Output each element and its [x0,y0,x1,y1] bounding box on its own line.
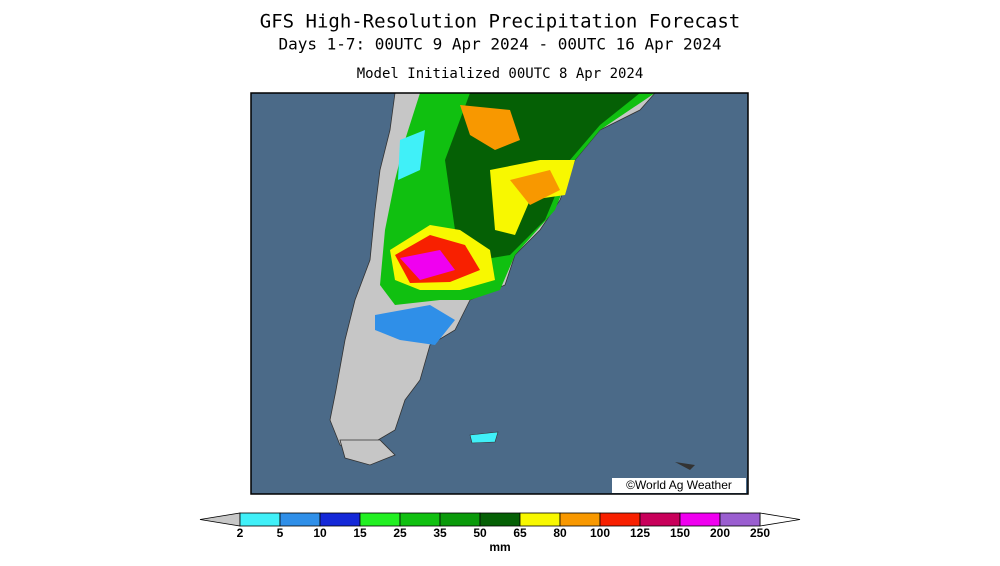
colorbar-above [759,512,801,527]
precip-blue [375,305,455,345]
colorbar-label: 2 [237,526,244,540]
colorbar-label: 65 [513,526,527,540]
credit: ©World Ag Weather [626,478,732,492]
south-georgia [675,462,695,470]
colorbar-segment [439,512,481,527]
colorbar: 2 5 10 15 25 35 50 65 80 100 125 150 200 250 [199,512,801,540]
tierra-del-fuego [339,439,396,466]
precip-magenta [400,250,455,280]
colorbar-label: 50 [473,526,487,540]
colorbar-segment [639,512,681,527]
colorbar-segment [279,512,321,527]
credit-box [612,478,746,493]
title: GFS High-Resolution Precipitation Foreca… [260,11,740,33]
colorbar-segment [319,512,361,527]
colorbar-label: 5 [277,526,284,540]
colorbar-label: 125 [630,526,650,540]
falklands [469,431,499,444]
colorbar-segment [559,512,601,527]
colorbar-label: 150 [670,526,690,540]
colorbar-segment [359,512,401,527]
colorbar-segment [479,512,521,527]
precip-orange [460,105,520,150]
colorbar-segment [599,512,641,527]
precip-orange-2 [510,170,560,205]
colorbar-segment [399,512,441,527]
precip-cyan [398,130,425,180]
colorbar-label: 25 [393,526,407,540]
map-frame [250,92,749,495]
colorbar-label: 250 [750,526,770,540]
colorbar-unit: mm [489,540,510,554]
init-time: Model Initialized 00UTC 8 Apr 2024 [357,66,644,82]
colorbar-segment [719,512,761,527]
colorbar-label: 80 [553,526,567,540]
colorbar-below [199,512,241,527]
colorbar-segment [519,512,561,527]
colorbar-label: 100 [590,526,610,540]
subtitle: Days 1-7: 00UTC 9 Apr 2024 - 00UTC 16 Ap… [278,35,721,54]
colorbar-segment [239,512,281,527]
map: ©World Ag Weather [250,92,749,495]
colorbar-segment [679,512,721,527]
colorbar-label: 200 [710,526,730,540]
colorbar-label: 35 [433,526,447,540]
colorbar-label: 15 [353,526,367,540]
colorbar-label: 10 [313,526,327,540]
